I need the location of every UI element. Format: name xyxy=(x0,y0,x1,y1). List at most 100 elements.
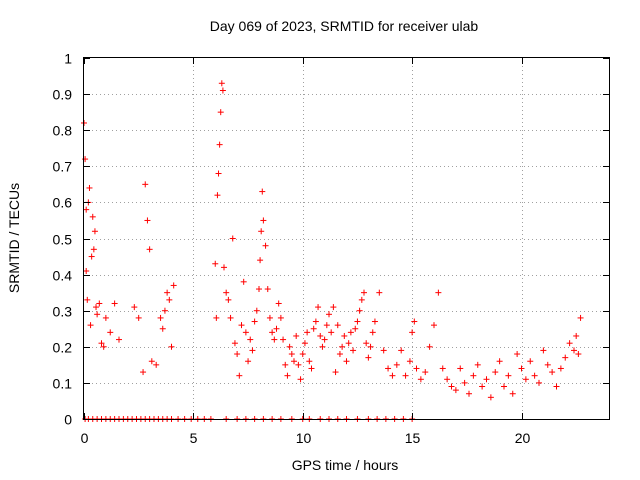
data-point xyxy=(369,329,376,336)
data-point xyxy=(312,318,319,325)
data-point xyxy=(577,314,584,321)
data-point xyxy=(431,322,437,329)
data-point xyxy=(260,217,267,224)
data-point xyxy=(168,343,175,350)
data-point xyxy=(319,343,326,350)
data-point xyxy=(361,289,367,296)
data-point xyxy=(310,325,317,332)
data-point xyxy=(393,361,400,368)
data-point xyxy=(326,311,332,318)
data-point xyxy=(566,340,573,347)
data-point xyxy=(304,329,311,336)
y-tick-label: 0.7 xyxy=(53,159,73,175)
data-point xyxy=(562,354,569,361)
data-point xyxy=(238,322,245,329)
data-point xyxy=(227,314,234,321)
data-point xyxy=(264,286,271,293)
data-point xyxy=(291,358,297,365)
y-tick-label: 0.8 xyxy=(53,123,73,139)
x-tick-label: 10 xyxy=(296,430,312,446)
data-point xyxy=(249,347,256,354)
data-point xyxy=(363,340,370,347)
data-point xyxy=(82,156,89,163)
data-point xyxy=(435,289,442,296)
data-point xyxy=(164,289,171,296)
data-point xyxy=(217,109,224,116)
data-point xyxy=(218,80,225,87)
x-tick-label: 15 xyxy=(405,430,421,446)
data-point xyxy=(282,361,289,368)
data-point xyxy=(522,376,529,383)
data-point xyxy=(170,282,177,289)
data-point xyxy=(91,228,98,235)
data-point xyxy=(253,307,260,314)
data-point xyxy=(234,351,241,358)
data-point xyxy=(571,347,577,354)
data-point xyxy=(457,365,464,372)
y-tick-label: 0.4 xyxy=(53,268,73,284)
data-point xyxy=(275,300,282,307)
data-point xyxy=(444,376,451,383)
data-point xyxy=(280,336,287,343)
data-point xyxy=(448,383,455,390)
data-point xyxy=(339,343,346,350)
data-point xyxy=(225,296,232,303)
data-point xyxy=(367,343,374,350)
data-point xyxy=(466,390,472,397)
data-point xyxy=(389,372,396,379)
data-point xyxy=(557,365,564,372)
data-point xyxy=(321,336,328,343)
data-point xyxy=(148,358,155,365)
y-tick-label: 0.6 xyxy=(53,195,73,211)
data-point xyxy=(216,141,223,148)
data-point xyxy=(461,379,468,386)
data-point xyxy=(240,278,247,285)
data-point xyxy=(527,358,534,365)
x-axis-label: GPS time / hours xyxy=(292,457,399,473)
data-point xyxy=(90,246,97,253)
y-tick-label: 0.9 xyxy=(53,87,73,103)
points-layer xyxy=(81,80,584,422)
data-point xyxy=(306,358,313,365)
data-point xyxy=(219,87,226,94)
data-point xyxy=(345,340,352,347)
data-point xyxy=(259,188,266,195)
data-point xyxy=(573,332,580,339)
data-point xyxy=(131,304,138,311)
data-point xyxy=(269,329,276,336)
x-tick-label: 5 xyxy=(190,430,198,446)
data-point xyxy=(417,376,424,383)
y-axis-label: SRMTID / TECUs xyxy=(6,183,22,293)
data-point xyxy=(223,289,230,296)
data-point xyxy=(330,304,337,311)
data-point xyxy=(214,192,221,199)
data-point xyxy=(215,170,222,177)
data-point xyxy=(284,372,291,379)
data-point xyxy=(328,329,335,336)
data-point xyxy=(398,347,405,354)
data-point xyxy=(549,369,556,376)
data-point xyxy=(350,347,357,354)
data-point xyxy=(347,329,354,336)
data-point xyxy=(94,311,101,318)
data-point xyxy=(553,383,560,390)
data-point xyxy=(231,340,238,347)
data-point xyxy=(251,318,258,325)
data-point xyxy=(271,336,278,343)
data-point xyxy=(509,390,516,397)
data-point xyxy=(308,365,315,372)
data-point xyxy=(334,322,341,329)
data-point xyxy=(514,351,521,358)
data-point xyxy=(111,300,118,307)
data-point xyxy=(380,347,387,354)
data-point xyxy=(358,296,365,303)
data-point xyxy=(142,181,149,188)
data-point xyxy=(323,322,330,329)
data-point xyxy=(356,307,363,314)
grid-layer xyxy=(84,58,609,419)
y-tick-label: 0 xyxy=(64,412,72,428)
data-point xyxy=(257,257,264,264)
data-point xyxy=(140,369,147,376)
data-point xyxy=(540,347,547,354)
